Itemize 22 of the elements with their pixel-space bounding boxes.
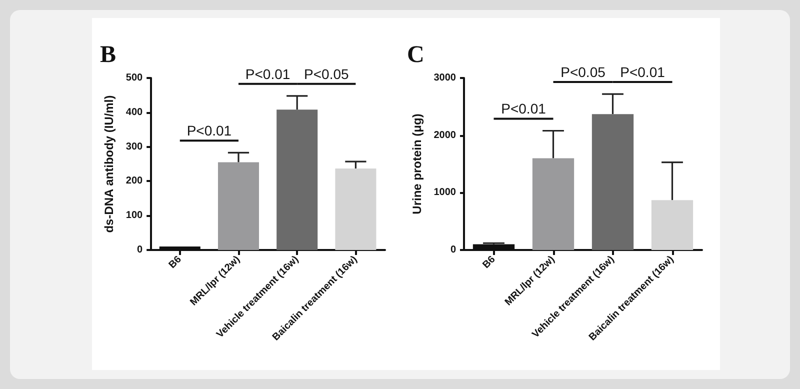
y-tick-label: 0 — [450, 244, 456, 256]
annotation: P<0.01 — [186, 122, 232, 139]
y-tick-label: 2000 — [434, 130, 456, 141]
x-tick-label: B6 — [166, 254, 184, 271]
annotation: P<0.01 — [245, 66, 290, 82]
annotation: P<0.01 — [620, 64, 666, 80]
x-tick-label: B6 — [480, 254, 498, 271]
y-tick-label: 1000 — [434, 187, 456, 198]
y-tick-label: 0 — [137, 244, 144, 256]
annotation: P<0.05 — [560, 64, 606, 80]
annotation: P<0.05 — [304, 66, 349, 82]
chart-title: C — [407, 42, 424, 68]
chart-title: B — [100, 42, 116, 68]
y-tick-label: 500 — [126, 72, 144, 84]
y-tick-label: 300 — [126, 141, 144, 152]
y-tick-label: 400 — [126, 106, 144, 118]
y-tick-label: 3000 — [434, 72, 456, 84]
y-axis-title: ds-DNA antibody (IU/ml) — [102, 95, 116, 233]
annotation: P<0.01 — [501, 100, 546, 117]
y-axis-title: Urine protein (μg) — [410, 114, 424, 214]
y-tick-label: 100 — [126, 210, 144, 222]
y-tick-label: 200 — [126, 176, 144, 187]
